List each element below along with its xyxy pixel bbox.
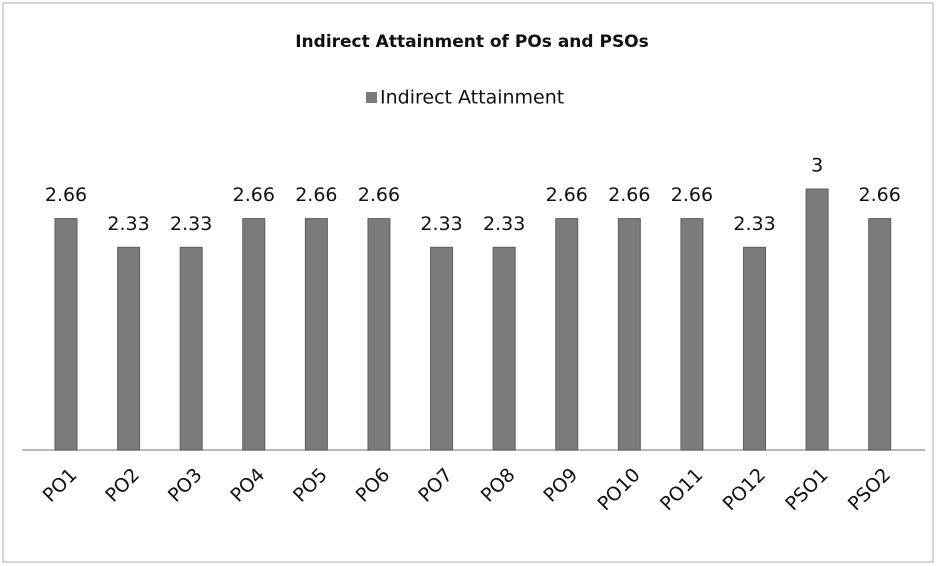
- bar: [617, 218, 641, 451]
- chart-title: Indirect Attainment of POs and PSOs: [295, 32, 649, 52]
- data-label: 2.66: [608, 184, 650, 206]
- bar: [242, 218, 266, 451]
- data-label: 2.66: [546, 184, 588, 206]
- data-label: 2.33: [170, 213, 212, 235]
- data-label: 2.66: [233, 184, 275, 206]
- data-label: 2.66: [358, 184, 400, 206]
- bar: [54, 218, 78, 451]
- legend-swatch: [366, 92, 377, 103]
- legend-label: Indirect Attainment: [380, 87, 564, 109]
- bar: [680, 218, 704, 451]
- bar: [367, 218, 391, 451]
- data-label: 2.33: [483, 213, 525, 235]
- bar: [179, 246, 203, 451]
- bar: [430, 246, 454, 451]
- data-label: 2.33: [107, 213, 149, 235]
- bar: [743, 246, 767, 451]
- data-label: 2.66: [45, 184, 87, 206]
- data-label: 2.33: [733, 213, 775, 235]
- bar: [304, 218, 328, 451]
- data-label: 2.33: [420, 213, 462, 235]
- data-label: 3: [811, 155, 823, 177]
- bar: [868, 218, 892, 451]
- data-label: 2.66: [859, 184, 901, 206]
- bar: [117, 246, 141, 451]
- data-label: 2.66: [295, 184, 337, 206]
- bar: [555, 218, 579, 451]
- data-label: 2.66: [671, 184, 713, 206]
- bar: [805, 188, 829, 451]
- bar: [492, 246, 516, 451]
